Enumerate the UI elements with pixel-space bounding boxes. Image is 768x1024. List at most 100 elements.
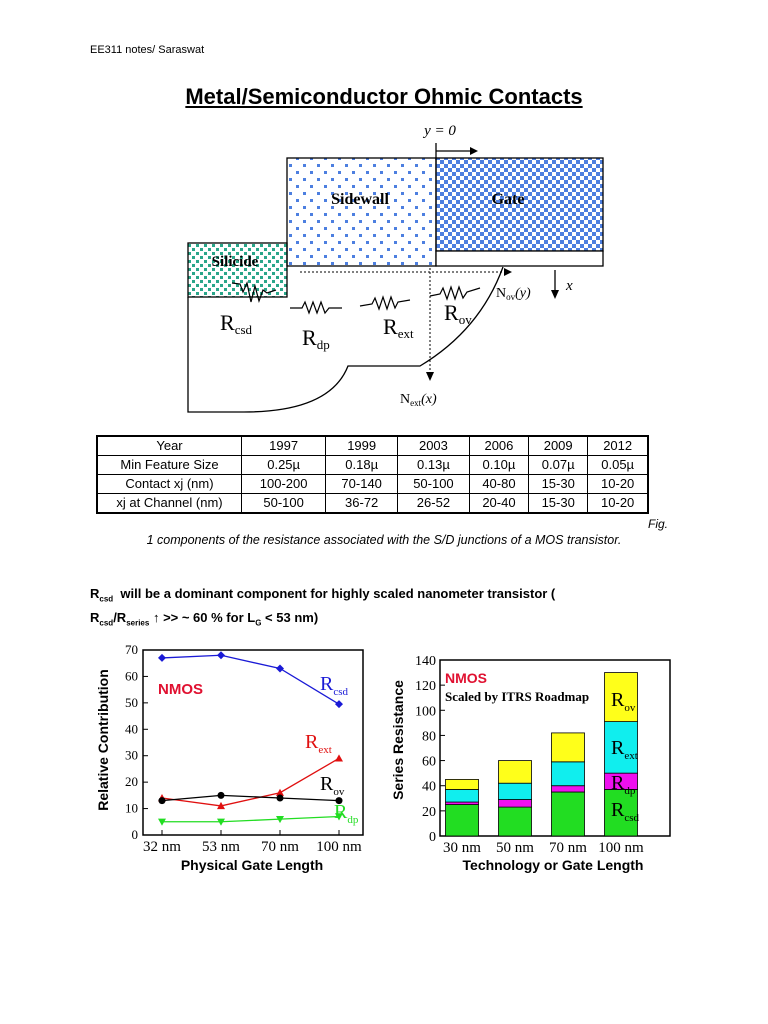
y-tick-label: 100 [415,704,436,719]
x-tick-label: 70 nm [261,839,299,855]
table-cell: 15-30 [528,474,589,494]
left-label-rcsd: Rcsd [320,673,349,698]
table-row: Contact xj (nm) 100-200 70-140 50-100 40… [96,474,650,494]
sidewall-label: Sidewall [331,191,389,208]
gate-oxide [435,250,604,267]
x-tick-label: 70 nm [549,840,587,856]
right-chart-ylabel: Series Resistance [390,680,406,800]
x-tick-label: 30 nm [443,840,481,856]
data-point [217,651,225,660]
table-cell: 0.07µ [528,455,589,475]
left-chart: 0 10 20 30 40 50 60 70 32 nm 53 nm 70 nm 100 nm NM… [95,642,364,873]
silicide-region [187,242,288,298]
table-header-cell: 1997 [240,435,327,456]
table-cell: 50-100 [397,474,470,494]
table-cell: 0.05µ [587,455,650,475]
x-tick-label: 32 nm [143,839,181,855]
y-tick-label: 20 [125,774,138,789]
right-chart-annotation: NMOS [445,670,487,686]
resistor-csd-zigzag [231,281,277,303]
y-tick-label: 20 [422,805,436,820]
y-tick-label: 80 [422,729,436,744]
data-point [335,754,343,762]
table-header-cell: 1999 [325,435,399,456]
left-chart-ylabel: Relative Contribution [95,669,111,811]
silicide-label: Silicide [212,254,259,270]
x-axis-label: x [565,278,573,294]
bar-segment [551,732,585,763]
nov-arrowhead [504,268,512,276]
y-tick-label: 0 [429,830,436,845]
y-tick-label: 120 [415,679,436,694]
bar-segment [498,760,532,784]
y-tick-label: 30 [125,748,138,763]
data-point [158,818,166,826]
statement-line-2: Rcsd/Rseries ↑ >> ~ 60 % for LG < 53 nm) [90,609,319,628]
next-arrowhead [426,372,434,381]
y-tick-label: 0 [132,827,139,842]
y-tick-label: 40 [422,780,436,795]
resistor-ext-zigzag [359,295,411,311]
series-line [161,654,340,705]
data-point [276,788,284,796]
data-point [276,815,284,824]
table-cell: 70-140 [325,474,399,494]
table-cell: 10-20 [587,474,650,494]
x-tick-label: 53 nm [202,839,240,855]
right-label-rdp: Rdp [611,772,636,797]
x-tick-label: 50 nm [496,840,534,856]
sidewall-region [286,157,437,267]
resistor-dp-label: Rdp [302,325,330,352]
data-point [158,653,166,662]
table-cell: 26-52 [397,493,470,514]
table-header-cell: 2012 [587,435,650,456]
bar-segment [498,799,532,808]
gate-label: Gate [492,191,525,208]
data-point [158,797,166,805]
table-cell: 0.13µ [397,455,470,475]
series-line [161,794,340,802]
data-point [276,794,284,802]
table-header-row: Year 1997 1999 2003 2006 2009 2012 [96,435,650,456]
y-tick-label: 70 [125,642,138,657]
table-cell: 40-80 [468,474,530,494]
right-label-rcsd: Rcsd [611,799,640,824]
series-line [161,757,340,807]
series-line [162,815,340,823]
bar-segment [445,779,479,790]
table-cell: 36-72 [325,493,399,514]
table-cell: 0.25µ [240,455,327,475]
data-point [335,813,343,821]
left-label-rov: Rov [320,773,345,798]
right-chart-subtitle: Scaled by ITRS Roadmap [445,689,589,704]
y-tick-label: 10 [125,801,138,816]
table-cell: 0.10µ [468,455,530,475]
table-cell: 10-20 [587,493,650,514]
roadmap-table: Year 1997 1999 2003 2006 2009 2012 Min F… [96,435,650,514]
data-point [276,664,284,673]
x-tick-label: 100 nm [316,839,362,855]
left-chart-frame [142,649,364,836]
table-header-cell: 2003 [397,435,470,456]
resistor-ext-label: Rext [383,314,414,341]
page-title: Metal/Semiconductor Ohmic Contacts [185,84,583,109]
x-tick-label: 100 nm [598,840,644,856]
y-tick-label: 140 [415,654,436,669]
bar-segment [445,804,479,837]
data-point [217,791,225,799]
resistor-dp-zigzag [290,300,342,315]
bar-segment [551,785,585,793]
right-chart: 0 20 40 60 80 100 120 140 30 nm 50 nm 70 nm 100 nm… [390,654,671,873]
bar-segment [604,672,638,723]
table-row: xj at Channel (nm) 50-100 36-72 26-52 20… [96,493,650,514]
bar-segment [551,761,585,787]
left-chart-annotation: NMOS [158,681,203,698]
left-label-rext: Rext [305,731,332,756]
y-tick-label: 50 [125,695,138,710]
data-point [335,700,343,709]
table-cell: xj at Channel (nm) [96,493,242,514]
right-label-rext: Rext [611,737,638,762]
bar-segment [551,791,585,837]
table-header-cell: 2009 [528,435,589,456]
table-header-cell: 2006 [468,435,530,456]
